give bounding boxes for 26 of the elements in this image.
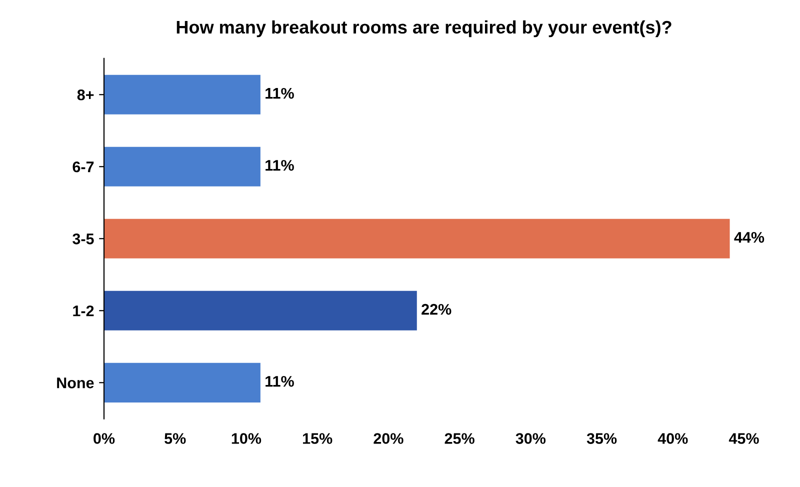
y-tick-label: None	[57, 378, 94, 388]
chart-title: How many breakout rooms are required by your event(s)?	[176, 20, 672, 38]
x-tick-label: 0%	[94, 433, 115, 444]
bar	[104, 218, 730, 258]
x-tick-label: 30%	[516, 433, 546, 444]
x-tick-label: 15%	[303, 433, 332, 444]
y-tick-label: 6-7	[72, 161, 94, 172]
y-tick-label: 1-2	[73, 306, 94, 316]
bar	[104, 290, 417, 330]
x-tick-label: 25%	[444, 433, 474, 444]
bar	[104, 146, 260, 186]
x-tick-label: 20%	[374, 433, 404, 444]
x-tick-label: 40%	[658, 433, 688, 444]
data-label: 11%	[266, 376, 294, 387]
data-label: 11%	[266, 88, 294, 99]
bar	[104, 74, 260, 114]
x-tick-label: 5%	[164, 433, 186, 444]
data-label: 11%	[266, 160, 294, 171]
data-label: 44%	[734, 232, 764, 243]
x-tick-label: 10%	[232, 433, 262, 444]
data-label: 22%	[422, 304, 452, 315]
bar	[104, 362, 260, 402]
x-tick-label: 45%	[728, 433, 759, 444]
x-tick-label: 35%	[586, 433, 617, 444]
y-tick-label: 8+	[77, 89, 94, 100]
y-tick-label: 3-5	[72, 234, 94, 244]
